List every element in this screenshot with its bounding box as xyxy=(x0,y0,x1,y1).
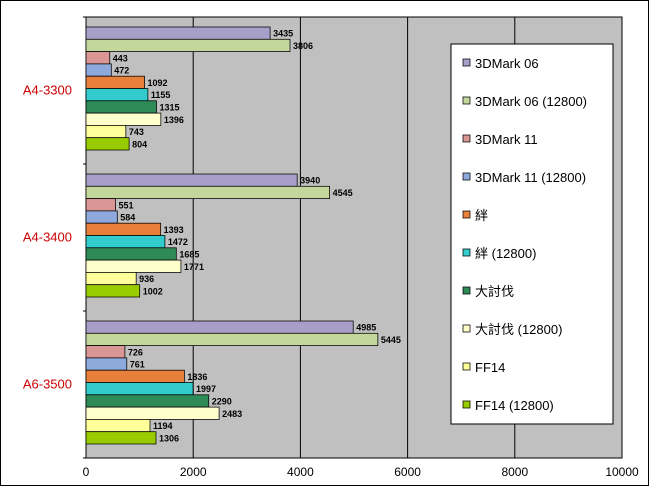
bar-value-label: 1997 xyxy=(196,384,216,394)
category-label: A4-3400 xyxy=(23,230,72,245)
legend-label: 3DMark 11 (12800) xyxy=(475,170,586,185)
legend-swatch xyxy=(462,286,471,295)
bar xyxy=(85,419,151,433)
x-tick-label: 10000 xyxy=(605,465,639,479)
bar-value-label: 761 xyxy=(130,360,145,370)
legend-swatch xyxy=(462,324,471,333)
bar xyxy=(85,272,137,286)
bar xyxy=(85,235,166,249)
bar-value-label: 472 xyxy=(114,66,129,76)
bar-value-label: 1396 xyxy=(164,115,184,125)
legend-swatch xyxy=(462,248,471,257)
x-tick-label: 0 xyxy=(83,465,90,479)
bar-value-label: 1771 xyxy=(184,262,204,272)
bar-value-label: 3806 xyxy=(293,41,313,51)
bar-value-label: 804 xyxy=(132,139,147,149)
bar-value-label: 1472 xyxy=(168,237,188,247)
legend-label: 大討伐 (12800) xyxy=(475,322,562,337)
bar-value-label: 3435 xyxy=(273,29,293,39)
legend-swatch xyxy=(462,134,471,143)
bar xyxy=(85,247,177,261)
bar-value-label: 443 xyxy=(113,53,128,63)
bar-value-label: 1836 xyxy=(187,372,207,382)
bar-value-label: 1194 xyxy=(153,421,173,431)
legend-box xyxy=(450,43,614,425)
legend-label: 3DMark 06 xyxy=(475,56,539,71)
x-tick-label: 8000 xyxy=(501,465,528,479)
bar-value-label: 4545 xyxy=(333,188,353,198)
bar xyxy=(85,369,185,383)
bar xyxy=(85,63,112,77)
bar-value-label: 4985 xyxy=(356,323,376,333)
bar xyxy=(85,332,379,346)
bar xyxy=(85,185,330,199)
bar-value-label: 1393 xyxy=(164,225,184,235)
bar xyxy=(85,88,149,102)
bar-value-label: 1685 xyxy=(179,249,199,259)
bar-value-label: 1092 xyxy=(148,78,168,88)
bar-value-label: 936 xyxy=(139,274,154,284)
bar xyxy=(85,51,111,65)
bar-value-label: 5445 xyxy=(381,335,401,345)
bar xyxy=(85,75,145,89)
category-label: A6-3500 xyxy=(23,377,72,392)
bar xyxy=(85,431,157,445)
bar xyxy=(85,357,128,371)
legend-swatch xyxy=(462,58,471,67)
bar-value-label: 1315 xyxy=(159,102,179,112)
legend-swatch xyxy=(462,400,471,409)
bar-value-label: 2290 xyxy=(212,396,232,406)
bar xyxy=(85,26,271,40)
bar xyxy=(85,100,157,114)
bar xyxy=(85,259,182,273)
bar xyxy=(85,394,210,408)
bar xyxy=(85,222,162,236)
bar-value-label: 1155 xyxy=(151,90,171,100)
legend-label: 大討伐 xyxy=(475,284,514,299)
bar-value-label: 584 xyxy=(120,213,135,223)
bar-value-label: 2483 xyxy=(222,409,242,419)
x-tick-label: 4000 xyxy=(287,465,314,479)
legend-label: 絆 xyxy=(475,208,488,223)
legend-swatch xyxy=(462,210,471,219)
bar xyxy=(85,173,298,187)
bar xyxy=(85,345,126,359)
legend-label: FF14 xyxy=(475,360,505,375)
legend-label: 3DMark 11 xyxy=(475,132,538,147)
legend-swatch xyxy=(462,362,471,371)
bar xyxy=(85,137,130,151)
bar xyxy=(85,406,220,420)
bar xyxy=(85,320,354,334)
legend-swatch xyxy=(462,172,471,181)
bar-value-label: 551 xyxy=(119,200,134,210)
category-label: A4-3300 xyxy=(23,83,72,98)
x-tick-label: 2000 xyxy=(180,465,207,479)
bar-value-label: 726 xyxy=(128,347,143,357)
x-tick-label: 6000 xyxy=(394,465,421,479)
legend-label: 絆 (12800) xyxy=(475,246,536,261)
legend-label: FF14 (12800) xyxy=(475,398,554,413)
bar-value-label: 3940 xyxy=(300,176,320,186)
bar xyxy=(85,38,291,52)
bar xyxy=(85,125,127,139)
bar xyxy=(85,112,162,126)
bar xyxy=(85,382,194,396)
bar xyxy=(85,198,116,212)
bar-value-label: 1002 xyxy=(143,286,163,296)
bar-value-label: 1306 xyxy=(159,433,179,443)
legend-swatch xyxy=(462,96,471,105)
bar xyxy=(85,210,118,224)
bar xyxy=(85,284,141,298)
legend-label: 3DMark 06 (12800) xyxy=(475,94,587,109)
bar-value-label: 743 xyxy=(129,127,144,137)
